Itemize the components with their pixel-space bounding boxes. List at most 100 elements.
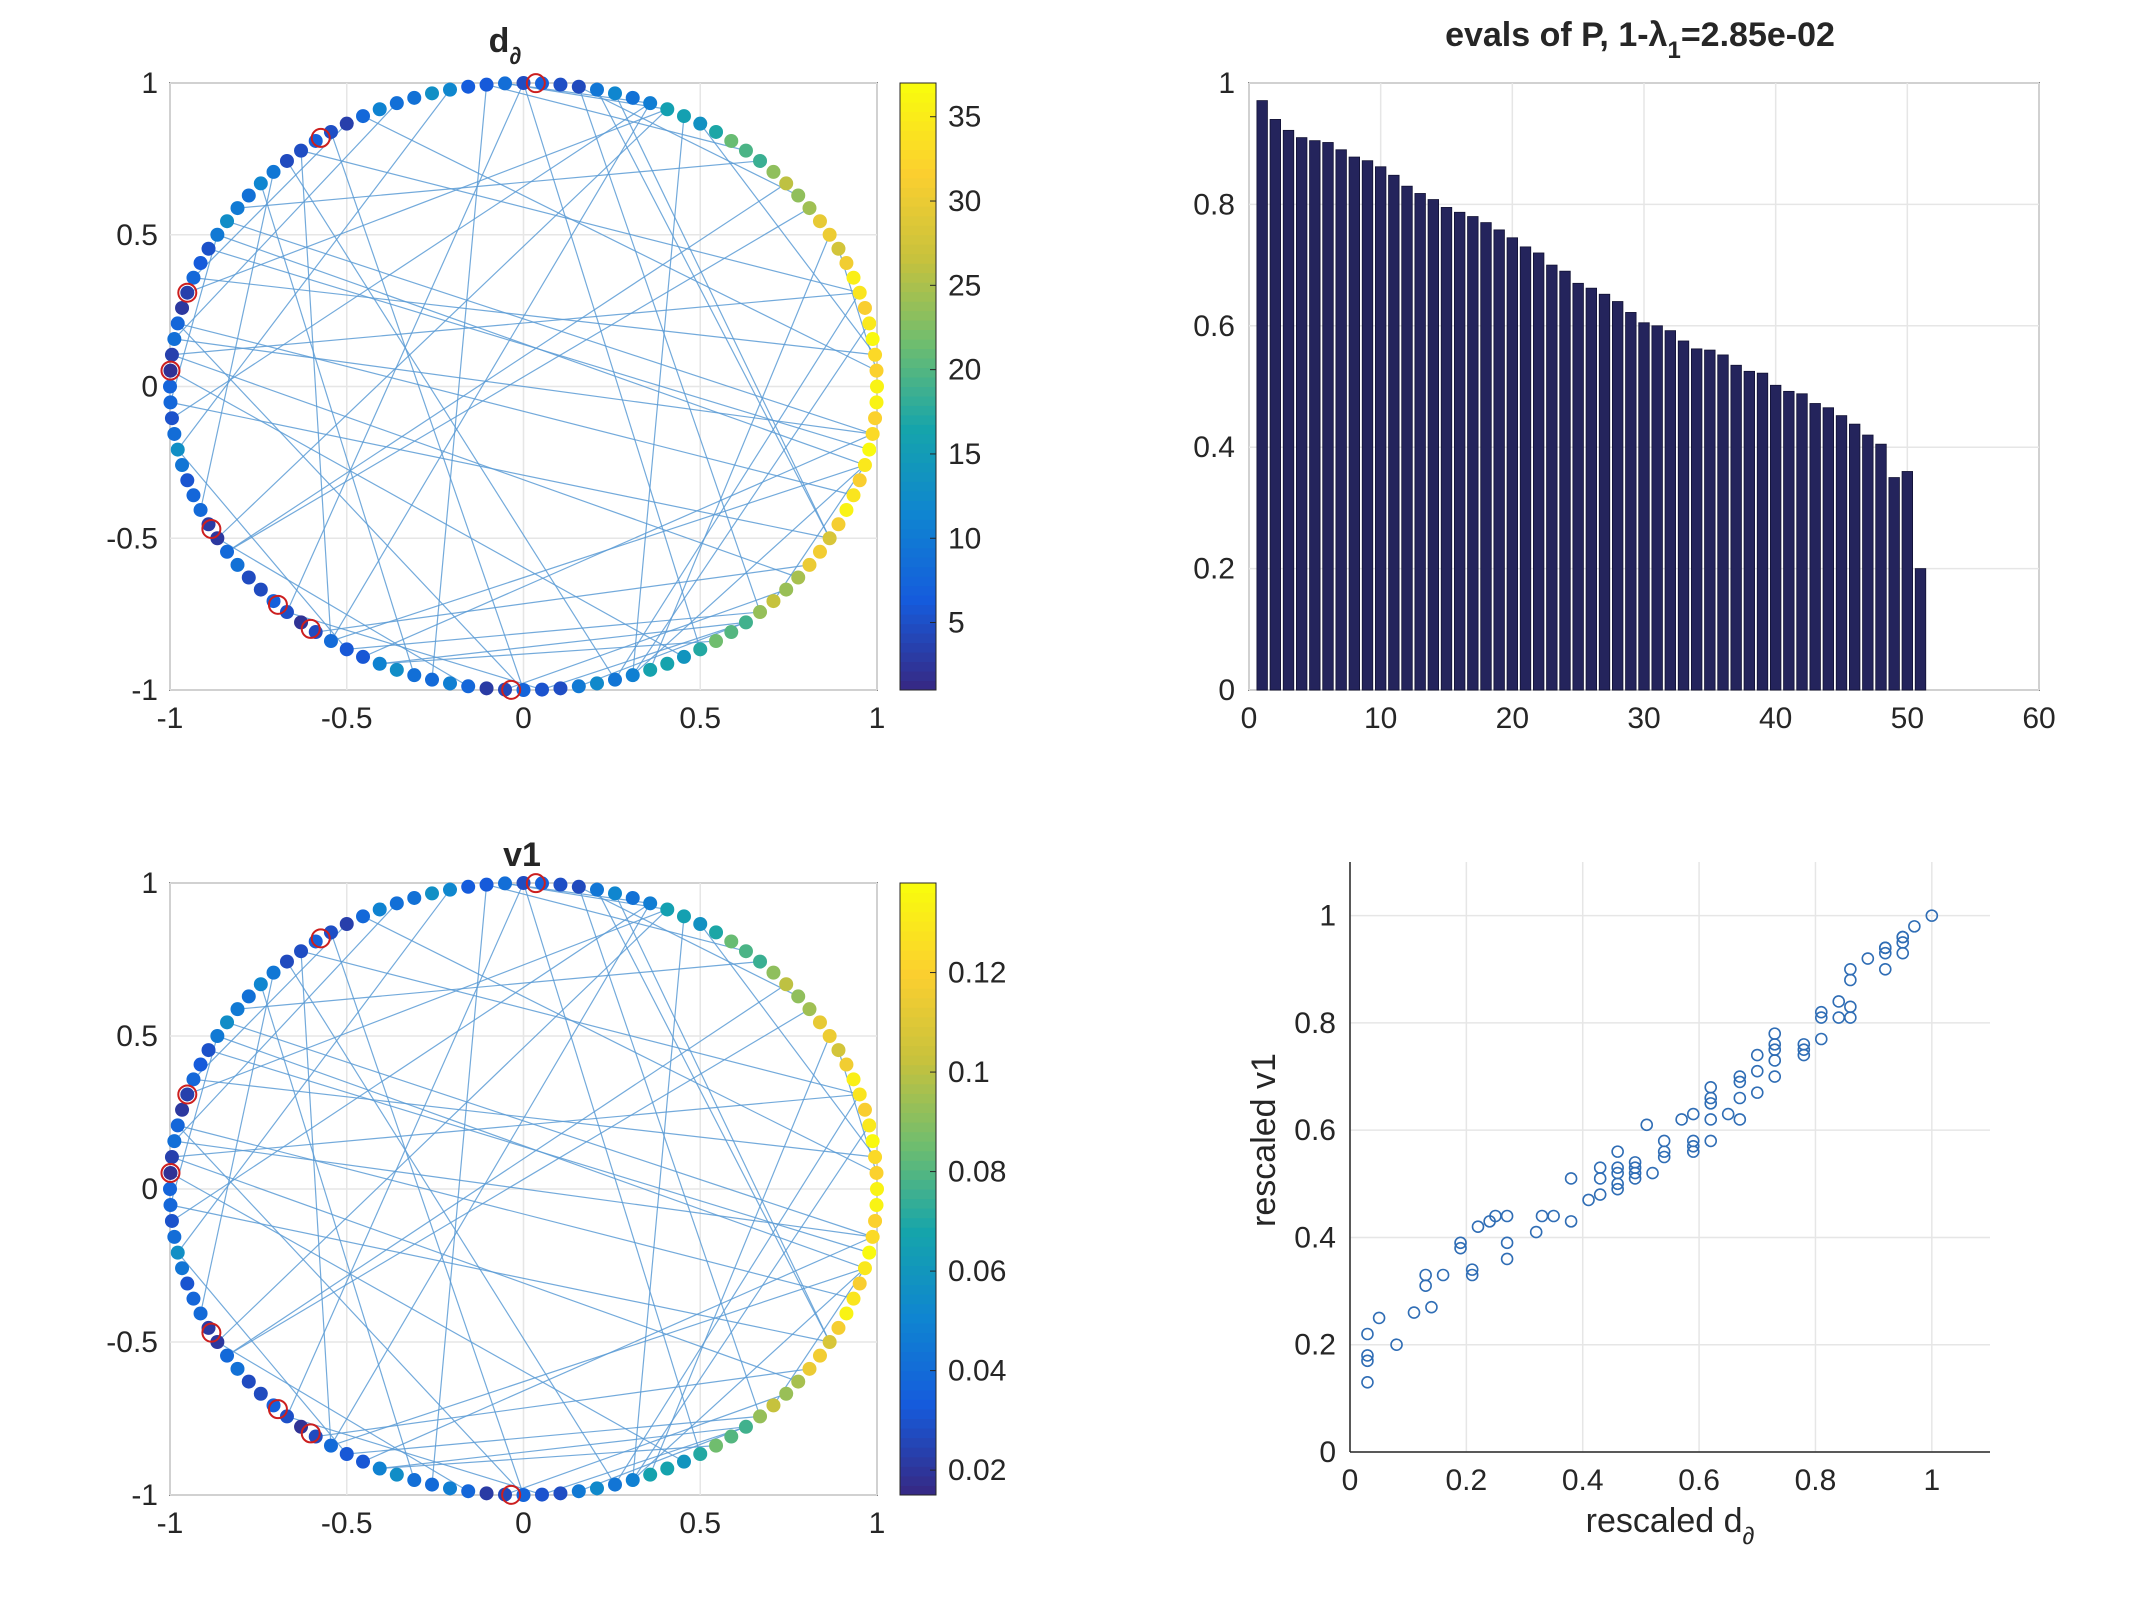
graph-node bbox=[210, 227, 225, 242]
marked-node-ring bbox=[300, 618, 321, 639]
colorbar-segment bbox=[900, 1284, 936, 1295]
bar bbox=[1401, 185, 1413, 691]
d-boundary-graph-panel: -1 -0.5 0 0.5 1 1 0.5 0 -0.5 -1 d∂ 35 30 25 20 15 10 5 bbox=[106, 22, 981, 735]
colorbar-segment bbox=[900, 576, 936, 587]
scatter-point bbox=[1797, 1043, 1811, 1057]
graph-edge bbox=[522, 82, 701, 650]
colorbar-segment bbox=[900, 1227, 936, 1238]
colorbar-segment bbox=[900, 1016, 936, 1027]
graph-node bbox=[802, 557, 817, 572]
colorbar-segment bbox=[900, 1265, 936, 1276]
bar bbox=[1322, 142, 1334, 691]
colorbar-segment bbox=[900, 215, 936, 226]
graph-edge bbox=[699, 123, 876, 356]
colorbar-segment bbox=[900, 120, 936, 131]
scatter-point bbox=[1925, 909, 1939, 922]
colorbar-segment bbox=[900, 443, 936, 454]
graph-node bbox=[660, 656, 675, 671]
graph-edge bbox=[772, 1267, 866, 1406]
graph-node bbox=[852, 473, 867, 488]
graph-node bbox=[180, 1087, 195, 1102]
graph-edge bbox=[362, 433, 873, 658]
colorbar-segment bbox=[900, 1064, 936, 1075]
bar bbox=[1612, 301, 1624, 691]
colorbar-segment bbox=[900, 1447, 936, 1458]
graph-node bbox=[802, 1002, 817, 1017]
graph-node bbox=[535, 682, 550, 697]
graph-edge bbox=[171, 102, 651, 419]
colorbar-segment bbox=[900, 291, 936, 302]
colorbar-segment bbox=[900, 111, 936, 122]
colorbar-segment bbox=[900, 187, 936, 198]
graph-node bbox=[553, 77, 568, 92]
graph-node bbox=[443, 82, 458, 97]
graph-edge bbox=[504, 589, 787, 691]
graph-node bbox=[266, 1398, 281, 1413]
graph-edges bbox=[169, 882, 878, 1496]
bar bbox=[1559, 270, 1571, 691]
scatter-point bbox=[1628, 1156, 1642, 1169]
graph-edge bbox=[216, 909, 668, 1343]
bar bbox=[1704, 349, 1716, 691]
graph-node bbox=[857, 1102, 872, 1117]
colorbar-segment bbox=[900, 680, 936, 691]
graph-node bbox=[164, 1150, 179, 1165]
graph-node bbox=[870, 1182, 884, 1196]
y-tick-label: 0.6 bbox=[1193, 310, 1235, 343]
bar bbox=[1598, 293, 1611, 691]
graph-node bbox=[724, 934, 739, 949]
colorbar-segment bbox=[900, 528, 936, 539]
colorbar-segment bbox=[900, 1189, 936, 1200]
colorbar-tick-label: 15 bbox=[948, 438, 981, 471]
x-tick-label: 0 bbox=[515, 1507, 532, 1540]
graph-node bbox=[831, 241, 846, 256]
graph-node bbox=[253, 977, 268, 992]
colorbar-segment bbox=[900, 405, 936, 416]
scatter-point bbox=[1500, 1252, 1514, 1266]
scatter-point bbox=[1582, 1193, 1595, 1207]
graph-edge bbox=[330, 131, 525, 691]
colorbar-segment bbox=[900, 83, 936, 93]
colorbar-segment bbox=[900, 1342, 936, 1353]
graph-node bbox=[167, 1229, 182, 1244]
graph-edge bbox=[614, 893, 831, 1343]
graph-node bbox=[869, 395, 884, 410]
graph-node bbox=[167, 332, 182, 347]
graph-edge bbox=[614, 292, 861, 680]
bar bbox=[1585, 287, 1597, 691]
graph-node bbox=[831, 517, 846, 532]
graph-node bbox=[766, 965, 781, 980]
colorbar-segment bbox=[900, 604, 936, 615]
graph-node bbox=[643, 1467, 658, 1482]
graph-node bbox=[589, 82, 604, 97]
bar bbox=[1335, 149, 1347, 691]
scatter-point bbox=[1686, 1139, 1700, 1153]
colorbar-segment bbox=[900, 1093, 936, 1104]
colorbar-segment bbox=[900, 1466, 936, 1477]
colorbar-segment bbox=[900, 623, 936, 634]
x-tick-label: 1 bbox=[869, 702, 886, 735]
scatter-point bbox=[1361, 1327, 1374, 1341]
y-tick-label: 1 bbox=[141, 867, 158, 900]
graph-node bbox=[407, 890, 422, 905]
scatter-point bbox=[1750, 1086, 1764, 1099]
colorbar-segment bbox=[900, 1418, 936, 1429]
bar bbox=[1796, 393, 1808, 691]
y-tick-labels: 1 0.8 0.6 0.4 0.2 0 bbox=[1193, 67, 1235, 707]
scatter-point bbox=[1797, 1038, 1811, 1051]
colorbar-segment bbox=[900, 661, 936, 672]
colorbar-segment bbox=[900, 988, 936, 999]
colorbar-segment bbox=[900, 902, 936, 913]
bar bbox=[1467, 216, 1479, 691]
bar bbox=[1835, 415, 1848, 691]
colorbar-segment bbox=[900, 633, 936, 644]
y-tick-label: 0.4 bbox=[1193, 431, 1235, 464]
scatter-point bbox=[1425, 1300, 1438, 1314]
graph-node bbox=[186, 1072, 201, 1087]
scatter-point bbox=[1407, 1306, 1421, 1319]
x-tick-label: 0 bbox=[1342, 1464, 1359, 1497]
colorbar-segment bbox=[900, 1485, 936, 1496]
colorbar-segment bbox=[900, 139, 936, 150]
graph-node bbox=[180, 1276, 195, 1291]
graph-node bbox=[709, 124, 724, 139]
